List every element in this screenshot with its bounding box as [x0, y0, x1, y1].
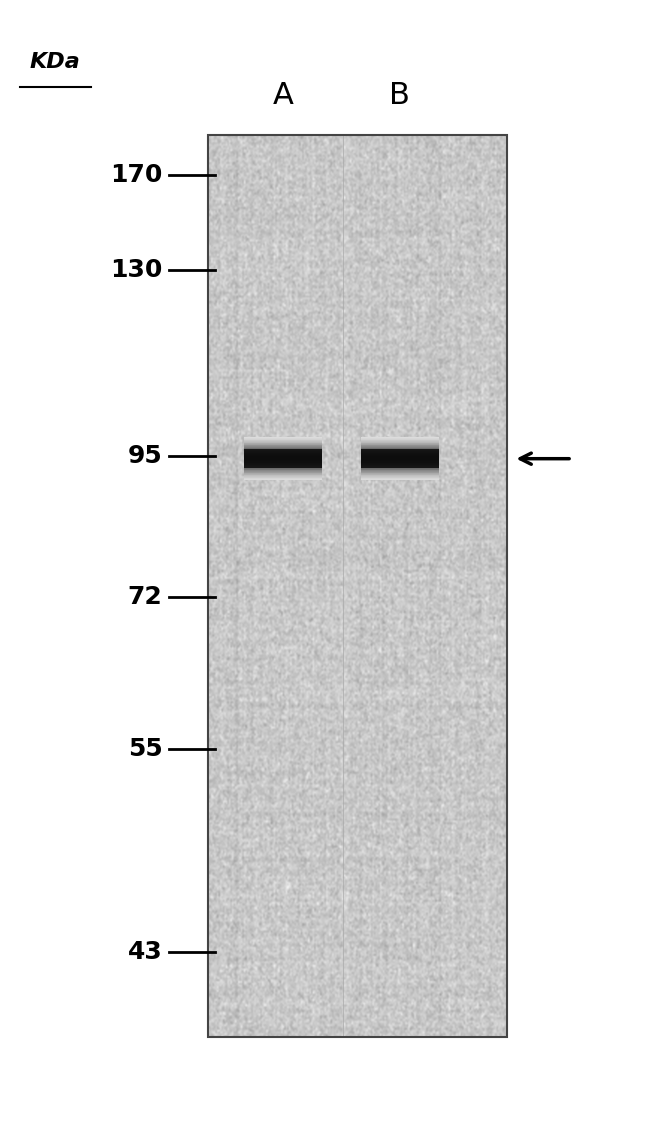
Text: 95: 95: [128, 444, 162, 469]
Text: 72: 72: [128, 585, 162, 610]
Bar: [361, 449, 439, 469]
Text: 130: 130: [110, 258, 162, 283]
Text: A: A: [272, 81, 293, 110]
Bar: [208, 135, 507, 1037]
Text: B: B: [389, 81, 410, 110]
Text: 55: 55: [128, 737, 162, 762]
Text: KDa: KDa: [30, 52, 81, 72]
Text: 170: 170: [110, 162, 162, 187]
Bar: [244, 449, 322, 469]
Text: 43: 43: [128, 940, 162, 965]
